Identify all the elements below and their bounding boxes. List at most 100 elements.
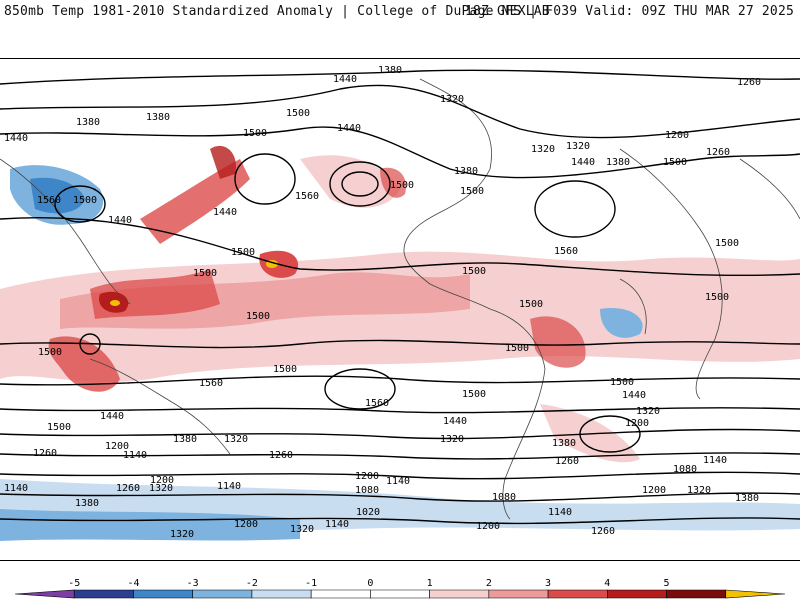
map-title: 850mb Temp 1981-2010 Standardized Anomal… (4, 4, 550, 19)
contour-label: 1500 (246, 311, 270, 322)
contour-label: 1260 (555, 456, 579, 467)
colorbar-tick-label: -3 (187, 578, 199, 589)
height-contours (0, 69, 800, 525)
contour-label: 1260 (737, 77, 761, 88)
contour-label: 1440 (622, 390, 646, 401)
contour-label: 1320 (531, 144, 555, 155)
colorbar-tick-label: -5 (68, 578, 80, 589)
contour-label: 1200 (150, 475, 174, 486)
contour-label: 1500 (286, 108, 310, 119)
contour-label: 1500 (231, 247, 255, 258)
contour-label: 1080 (355, 485, 379, 496)
contour-label: 1380 (173, 434, 197, 445)
contour-label: 1080 (492, 492, 516, 503)
colorbar-segment (666, 589, 727, 599)
contour-label: 1560 (365, 398, 389, 409)
contour-label: 1440 (443, 416, 467, 427)
contour-label: 1140 (4, 483, 28, 494)
anomaly-shading (0, 145, 800, 541)
colorbar-tick-label: -2 (246, 578, 258, 589)
contour-label: 1500 (663, 157, 687, 168)
contour-label: 1260 (33, 448, 57, 459)
colorbar-tick-label: 4 (604, 578, 610, 589)
contour-label: 1500 (73, 195, 97, 206)
contour-label: 1500 (273, 364, 297, 375)
colorbar-tick-label: 0 (367, 578, 373, 589)
colorbar-segment (429, 589, 490, 599)
contour-label: 1380 (454, 166, 478, 177)
colorbar-segment (192, 589, 253, 599)
coastlines (0, 78, 800, 520)
contour-label: 1380 (76, 117, 100, 128)
contour-label: 1380 (735, 493, 759, 504)
colorbar-tick-label: -1 (305, 578, 317, 589)
colorbar-tick-label: 3 (545, 578, 551, 589)
contour-label: 1440 (571, 157, 595, 168)
contour-label: 1320 (566, 141, 590, 152)
contour-label: 1500 (715, 238, 739, 249)
contour-label: 1440 (108, 215, 132, 226)
contour-label: 1500 (460, 186, 484, 197)
contour-label: 1440 (213, 207, 237, 218)
colorbar-tick-label: -4 (127, 578, 139, 589)
contour-label: 1380 (146, 112, 170, 123)
contour-label: 1320 (290, 524, 314, 535)
contour-label: 1320 (224, 434, 248, 445)
contour-label: 1140 (123, 450, 147, 461)
model-run-info: 18Z GFS | F039 Valid: 09Z THU MAR 27 202… (464, 4, 794, 19)
contour-label: 1560 (37, 195, 61, 206)
contour-label: 1320 (636, 406, 660, 417)
colorbar-tick-label: 5 (664, 578, 670, 589)
contour-label: 1500 (47, 422, 71, 433)
contour-label: 1500 (705, 292, 729, 303)
contour-label: 1500 (462, 389, 486, 400)
contour-label: 1380 (75, 498, 99, 509)
colorbar-segment (725, 589, 786, 599)
contour-label: 1440 (333, 74, 357, 85)
contour-label: 1380 (378, 65, 402, 76)
colorbar-tick-label: 1 (427, 578, 433, 589)
contour-label: 1500 (390, 180, 414, 191)
contour-label: 1140 (703, 455, 727, 466)
contour-label: 1200 (625, 418, 649, 429)
contour-label: 1500 (519, 299, 543, 310)
anomaly-map: 1380 1440 1260 1320 1500 1380 1380 1440 … (0, 58, 800, 561)
contour-label: 1200 (476, 521, 500, 532)
contour-label: 1200 (355, 471, 379, 482)
contour-label: 1260 (591, 526, 615, 537)
colorbar-segment (73, 589, 134, 599)
colorbar-tick-label: 2 (486, 578, 492, 589)
contour-label: 1320 (149, 483, 173, 494)
contour-label: 1200 (642, 485, 666, 496)
contour-label: 1500 (610, 377, 634, 388)
contour-label: 1380 (552, 438, 576, 449)
anomaly-colorbar: -5 -4 -3 -2 -1 0 1 2 3 4 5 (14, 578, 786, 599)
colorbar-segment (547, 589, 608, 599)
contour-label: 1320 (687, 485, 711, 496)
contour-label: 1440 (4, 133, 28, 144)
contour-label: 1080 (673, 464, 697, 475)
contour-label: 1560 (199, 378, 223, 389)
contour-label: 1320 (440, 94, 464, 105)
contour-label: 1500 (462, 266, 486, 277)
contour-label: 1320 (170, 529, 194, 540)
colorbar-segment (251, 589, 312, 599)
contour-label: 1260 (269, 450, 293, 461)
contour-label: 1260 (116, 483, 140, 494)
contour-label: 1200 (105, 441, 129, 452)
map-canvas: 1380 1440 1260 1320 1500 1380 1380 1440 … (0, 65, 800, 541)
colorbar-segment (133, 589, 193, 599)
contour-label: 1320 (440, 434, 464, 445)
contour-label: 1560 (295, 191, 319, 202)
contour-label: 1500 (193, 268, 217, 279)
contour-label: 1440 (337, 123, 361, 134)
contour-label: 1500 (38, 347, 62, 358)
contour-label: 1200 (665, 130, 689, 141)
contour-label: 1140 (325, 519, 349, 530)
contour-label: 1560 (554, 246, 578, 257)
contour-label: 1140 (548, 507, 572, 518)
contour-label: 1500 (243, 128, 267, 139)
contour-label: 1140 (217, 481, 241, 492)
contour-label: 1140 (386, 476, 410, 487)
contour-label: 1380 (606, 157, 630, 168)
